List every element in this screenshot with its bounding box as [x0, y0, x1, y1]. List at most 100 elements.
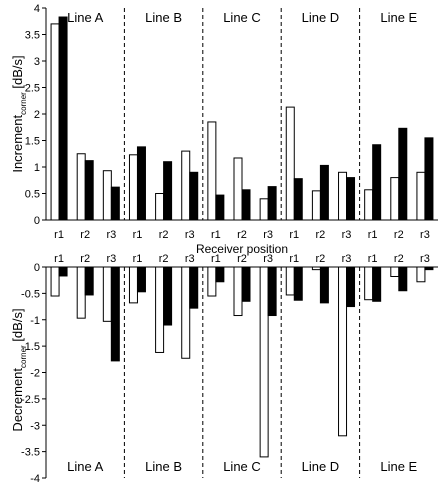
bar	[50, 23, 60, 221]
y-tick-label: 3	[34, 56, 40, 68]
bar	[364, 189, 374, 221]
y-tick-label: -2.5	[21, 394, 40, 406]
group-label: Line A	[67, 10, 103, 25]
bar	[346, 266, 356, 308]
y-tick-label: 2.5	[25, 83, 40, 95]
x-tick-label: r2	[316, 253, 326, 265]
bar	[207, 121, 217, 221]
y-tick-label: 2	[34, 109, 40, 121]
bar	[372, 266, 382, 302]
bar	[338, 266, 348, 437]
bar	[128, 154, 138, 221]
x-tick-label: r1	[289, 253, 299, 265]
bar	[259, 266, 269, 458]
y-axis-title: Incrementcorner [dB/s]	[10, 55, 28, 172]
x-tick-label: r1	[368, 229, 378, 241]
x-tick-label: r2	[159, 229, 169, 241]
x-tick-label: r3	[420, 253, 430, 265]
bar	[267, 266, 277, 317]
bar	[311, 266, 321, 271]
group-label: Line D	[302, 459, 340, 474]
x-tick-label: r2	[80, 229, 90, 241]
bar	[189, 266, 199, 309]
bar	[241, 189, 251, 221]
x-tick-label: r3	[106, 229, 116, 241]
bar	[84, 160, 94, 221]
bar	[398, 127, 408, 221]
bar	[267, 186, 277, 221]
x-tick-label: r3	[185, 229, 195, 241]
x-tick-label: r3	[106, 253, 116, 265]
y-tick-label: 1	[34, 162, 40, 174]
bar	[293, 266, 303, 301]
bar	[76, 153, 86, 221]
bar	[319, 164, 329, 221]
group-label: Line D	[302, 10, 340, 25]
bar	[215, 266, 225, 283]
bar	[372, 144, 382, 221]
bar	[50, 266, 60, 297]
bar	[416, 171, 426, 221]
bar	[128, 266, 138, 304]
bar	[398, 266, 408, 292]
bar	[207, 266, 217, 297]
bar	[84, 266, 94, 296]
x-tick-label: r3	[342, 229, 352, 241]
bar	[233, 157, 243, 221]
x-tick-label: r1	[54, 253, 64, 265]
x-tick-label: r1	[133, 253, 143, 265]
group-label: Line A	[67, 459, 103, 474]
bar	[181, 266, 191, 359]
bar	[390, 177, 400, 221]
bar	[110, 266, 120, 362]
y-axis-title-main: Decrement	[10, 368, 25, 432]
y-tick-label: 0	[34, 215, 40, 227]
bar	[364, 266, 374, 301]
bar	[163, 161, 173, 221]
x-tick-label: r1	[211, 229, 221, 241]
bar	[416, 266, 426, 283]
bar	[390, 266, 400, 277]
y-tick-label: 1.5	[25, 136, 40, 148]
bar	[136, 266, 146, 293]
y-axis-title-unit: [dB/s]	[10, 55, 25, 92]
y-tick-label: -1.5	[21, 341, 40, 353]
bar	[215, 194, 225, 221]
bar	[102, 266, 112, 322]
bar	[346, 177, 356, 221]
bar	[76, 266, 86, 319]
y-axis-title-unit: [dB/s]	[10, 308, 25, 345]
bar	[311, 190, 321, 221]
y-axis-title: Decrementcorner [dB/s]	[10, 308, 28, 431]
bar	[189, 171, 199, 221]
y-tick-label: 4	[34, 3, 40, 15]
bar	[136, 146, 146, 221]
x-tick-label: r3	[263, 253, 273, 265]
y-tick-label: 3.5	[25, 30, 40, 42]
bar	[163, 266, 173, 326]
x-tick-label: r2	[316, 229, 326, 241]
x-axis-title: Receiver position	[196, 242, 288, 256]
x-tick-label: r2	[159, 253, 169, 265]
x-tick-label: r1	[368, 253, 378, 265]
y-tick-label: 0	[34, 262, 40, 274]
x-tick-label: r1	[133, 229, 143, 241]
bar	[58, 266, 68, 277]
x-tick-label: r1	[211, 253, 221, 265]
x-tick-label: r2	[394, 253, 404, 265]
x-tick-label: r1	[289, 229, 299, 241]
y-axis-title-main: Increment	[10, 114, 25, 172]
y-tick-label: -4	[30, 473, 40, 485]
bar	[259, 198, 269, 221]
group-label: Line C	[223, 10, 261, 25]
bar	[424, 266, 434, 271]
bar	[181, 150, 191, 221]
bar	[285, 106, 295, 221]
x-tick-label: r3	[185, 253, 195, 265]
bar	[233, 266, 243, 317]
bar	[241, 266, 251, 302]
x-tick-label: r1	[54, 229, 64, 241]
bar	[293, 178, 303, 221]
y-tick-label: -2	[30, 368, 40, 380]
